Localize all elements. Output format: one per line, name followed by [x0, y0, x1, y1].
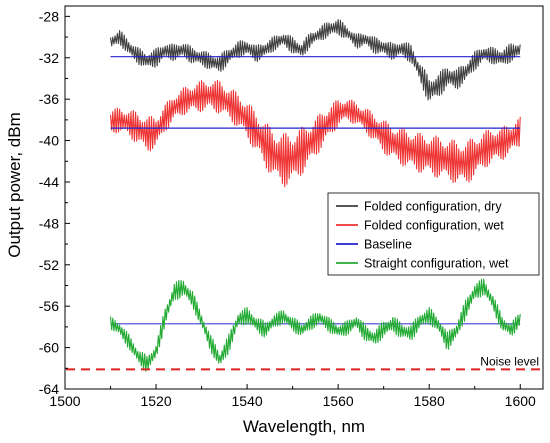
x-tick-label-4: 1580: [414, 393, 445, 409]
series-line-5: [109, 278, 521, 372]
series-line-0: [109, 18, 521, 101]
series-line-1: [109, 79, 521, 188]
y-tick-label-7: -36: [39, 91, 59, 107]
y-tick-label-0: -64: [39, 381, 59, 397]
x-tick-label-0: 1500: [49, 393, 80, 409]
legend-box: [327, 192, 540, 276]
axes: 1500 1520 1540 1560 1580 1600 -64 -60 -56 -52 -48 -…: [39, 5, 544, 409]
reference-line-label-0: Noise level: [480, 354, 539, 368]
y-tick-label-3: -52: [39, 257, 59, 273]
y-tick-label-2: -56: [39, 298, 59, 314]
y-tick-label-5: -44: [39, 174, 59, 190]
legend: Folded configuration, dry Folded configur…: [327, 192, 540, 276]
y-tick-label-6: -40: [39, 133, 59, 149]
legend-entry-3: Straight configuration, wet: [364, 257, 509, 271]
x-tick-label-3: 1560: [323, 393, 354, 409]
x-tick-label-1: 1520: [140, 393, 171, 409]
plot-frame: [64, 5, 544, 390]
x-tick-label-5: 1600: [505, 393, 536, 409]
legend-entry-0: Folded configuration, dry: [364, 200, 502, 214]
y-tick-label-4: -48: [39, 215, 59, 231]
plot-area: [109, 18, 521, 372]
x-axis-label: Wavelength, nm: [243, 417, 365, 436]
legend-entry-1: Folded configuration, wet: [364, 219, 504, 233]
x-tick-label-2: 1540: [232, 393, 263, 409]
y-tick-label-8: -32: [39, 50, 59, 66]
reference-lines: Noise level: [66, 354, 542, 371]
y-axis-label: Output power, dBm: [5, 112, 24, 258]
y-tick-label-1: -60: [39, 340, 59, 356]
legend-entry-2: Baseline: [364, 238, 412, 252]
y-tick-label-9: -28: [39, 8, 59, 24]
